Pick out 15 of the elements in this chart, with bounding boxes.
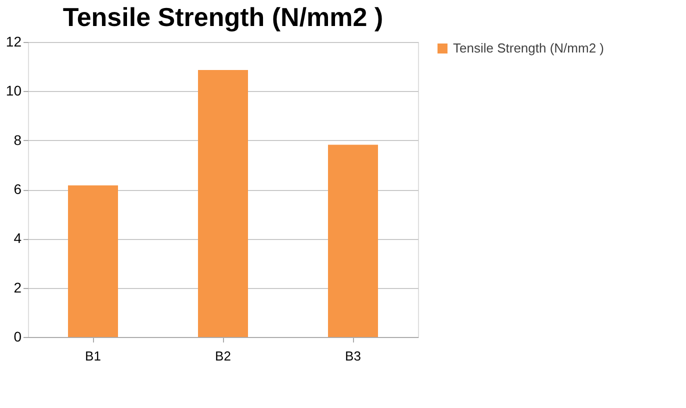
bar bbox=[68, 185, 118, 337]
x-tick-label: B1 bbox=[85, 348, 101, 364]
y-tick-label: 10 bbox=[6, 82, 22, 99]
bar bbox=[198, 70, 248, 337]
y-tick-label: 8 bbox=[14, 132, 22, 148]
y-tick-label: 6 bbox=[14, 181, 22, 197]
y-tick-label: 2 bbox=[14, 279, 22, 296]
x-tick-label: B2 bbox=[215, 348, 231, 364]
y-tick-label: 12 bbox=[6, 34, 22, 50]
y-tick-label: 4 bbox=[14, 230, 22, 246]
x-tick-label: B3 bbox=[345, 348, 361, 364]
legend-label: Tensile Strength (N/mm2 ) bbox=[453, 40, 604, 56]
bar bbox=[328, 144, 378, 337]
chart-title: Tensile Strength (N/mm2 ) bbox=[62, 2, 384, 32]
y-tick-label: 0 bbox=[14, 328, 22, 344]
